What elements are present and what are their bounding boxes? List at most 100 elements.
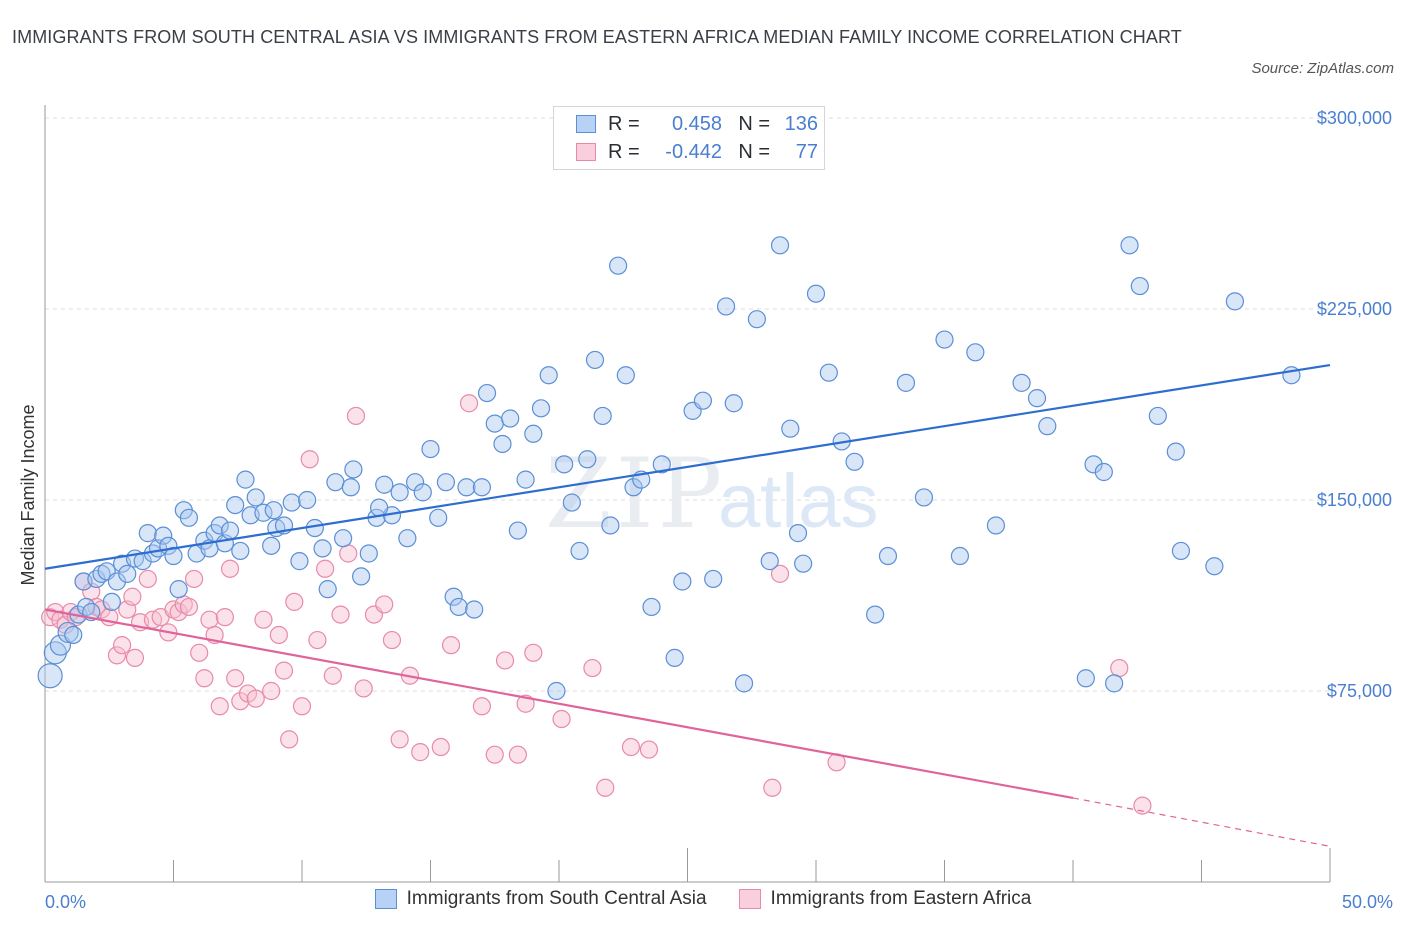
r-value: -0.442 (665, 140, 722, 163)
pink-point (246, 689, 265, 708)
blue-point (102, 592, 121, 611)
pink-point (763, 778, 782, 797)
legend-item-pink: Immigrants from Eastern Africa (738, 888, 1032, 910)
blue-point (878, 546, 898, 566)
blue-point (370, 498, 389, 517)
pink-point (112, 636, 132, 655)
blue-point (642, 597, 661, 617)
blue-point (37, 663, 63, 689)
blue-point (704, 569, 723, 589)
blue-point (77, 597, 96, 617)
blue-point (344, 460, 363, 479)
blue-point (1027, 389, 1047, 408)
pink-point (200, 610, 219, 629)
blue-point (429, 508, 448, 527)
blue-point (421, 439, 440, 459)
r-label: R = (608, 140, 640, 163)
blue-point (210, 516, 229, 535)
pink-point (390, 730, 409, 749)
pink-point (346, 406, 366, 426)
blue-point (1076, 669, 1095, 688)
pink-point (1110, 658, 1129, 678)
pink-trend-extension (1072, 797, 1331, 847)
pink-point (308, 630, 327, 650)
legend-item-blue: Immigrants from South Central Asia (374, 888, 707, 910)
pink-point (552, 709, 571, 729)
blue-point (1225, 292, 1245, 311)
blue-point (92, 564, 111, 583)
blue-point (1012, 373, 1031, 392)
pink-point (375, 595, 394, 614)
pink-point (508, 745, 527, 764)
pink-point (184, 569, 204, 589)
blue-swatch (374, 889, 397, 909)
blue-point (1105, 674, 1124, 693)
blue-point (290, 552, 309, 571)
blue-point (1084, 455, 1103, 474)
blue-point (1094, 462, 1113, 482)
blue-point (1166, 442, 1185, 461)
pink-point (495, 651, 515, 670)
blue-point (531, 399, 551, 418)
axes (44, 105, 1331, 883)
blue-point (501, 409, 520, 428)
blue-point (794, 554, 813, 573)
pink-point (524, 643, 543, 662)
blue-point (313, 539, 332, 558)
blue-point (220, 521, 240, 540)
watermark: ZIP atlas (545, 438, 879, 550)
blue-point (601, 516, 620, 535)
pink-point (280, 730, 299, 749)
blue-point (516, 470, 535, 489)
blue-point (282, 493, 301, 512)
blue-point (444, 587, 463, 606)
blue-point (179, 508, 199, 527)
pink-point (226, 669, 245, 688)
pink-trend-line (44, 608, 1074, 800)
n-value: 136 (784, 112, 818, 135)
blue-point (236, 470, 255, 489)
pink-point (210, 697, 229, 716)
y-tick-label: $225,000 (1317, 299, 1392, 319)
blue-point (788, 524, 808, 543)
blue-point (436, 473, 456, 492)
n-value: 77 (795, 140, 818, 163)
blue-point (1205, 557, 1224, 576)
blue-point (845, 452, 864, 471)
legend-label-pink: Immigrants from Eastern Africa (770, 888, 1032, 909)
blue-point (298, 490, 317, 510)
pink-point (138, 569, 157, 589)
blue-point (465, 600, 484, 619)
blue-point (986, 516, 1006, 535)
blue-point (154, 526, 173, 545)
blue-point (781, 419, 800, 438)
y-axis-label: Median Family Income (18, 404, 38, 585)
pink-point (179, 597, 199, 617)
pink-point (770, 564, 790, 583)
pink-point (164, 600, 183, 619)
blue-point (472, 478, 491, 497)
blue-point (555, 455, 574, 474)
blue-point (398, 529, 417, 548)
blue-point (673, 572, 692, 591)
watermark-atlas: atlas (718, 459, 879, 544)
blue-point (914, 488, 934, 507)
pink-swatch (738, 889, 761, 909)
blue-point (624, 478, 643, 497)
blue-point (665, 648, 684, 667)
blue-point (616, 366, 635, 385)
blue-point (390, 483, 409, 502)
pink-point (125, 648, 145, 667)
blue-point (539, 366, 558, 385)
pink-point (190, 643, 209, 662)
pink-point (639, 740, 659, 759)
blue-point (118, 564, 137, 583)
pink-point (269, 625, 288, 645)
blue-point (896, 373, 916, 392)
blue-point (375, 475, 394, 494)
blue-point (264, 501, 283, 520)
blue-points (37, 236, 1301, 701)
pink-point (107, 646, 127, 665)
blue-point (169, 580, 188, 599)
legend-label-blue: Immigrants from South Central Asia (406, 888, 707, 909)
